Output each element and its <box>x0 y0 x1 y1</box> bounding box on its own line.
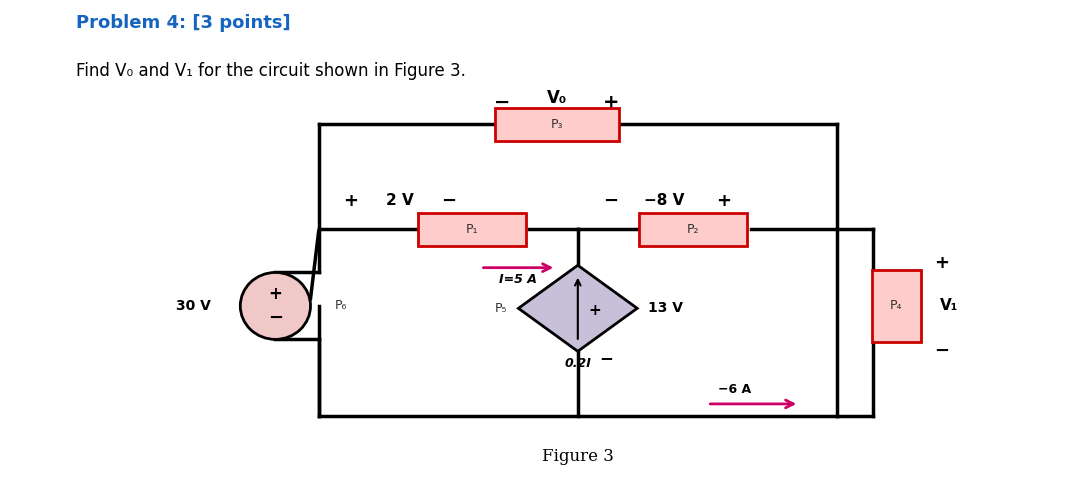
Text: −6 A: −6 A <box>718 383 751 396</box>
FancyBboxPatch shape <box>418 213 526 246</box>
Ellipse shape <box>240 272 311 339</box>
Text: 2 V: 2 V <box>386 193 414 208</box>
Text: V₀: V₀ <box>548 89 567 107</box>
Text: I=5 A: I=5 A <box>499 273 538 286</box>
Text: −: − <box>268 309 283 327</box>
Polygon shape <box>518 265 637 351</box>
Text: P₃: P₃ <box>551 118 564 131</box>
Text: −8 V: −8 V <box>644 193 685 208</box>
Text: +: + <box>343 192 359 210</box>
Text: −: − <box>603 192 618 210</box>
Text: +: + <box>589 303 602 318</box>
Text: 0.2I: 0.2I <box>565 357 591 370</box>
Text: 13 V: 13 V <box>648 301 683 315</box>
Text: Find V₀ and V₁ for the circuit shown in Figure 3.: Find V₀ and V₁ for the circuit shown in … <box>76 62 465 80</box>
Text: P₆: P₆ <box>335 299 347 313</box>
Text: +: + <box>716 192 731 210</box>
Text: −: − <box>599 349 613 368</box>
Text: P₂: P₂ <box>687 223 700 236</box>
Text: +: + <box>269 285 282 303</box>
Text: +: + <box>603 93 620 112</box>
Text: +: + <box>934 254 949 272</box>
FancyBboxPatch shape <box>495 108 620 141</box>
Text: V₁: V₁ <box>940 298 958 314</box>
FancyBboxPatch shape <box>873 270 921 342</box>
Text: Problem 4: [3 points]: Problem 4: [3 points] <box>76 14 291 33</box>
Text: −: − <box>934 342 949 360</box>
FancyBboxPatch shape <box>639 213 747 246</box>
Text: P₅: P₅ <box>495 302 508 315</box>
Text: −: − <box>494 93 511 112</box>
Text: 30 V: 30 V <box>176 299 211 313</box>
Text: P₄: P₄ <box>890 299 903 313</box>
Text: −: − <box>441 192 456 210</box>
Text: Figure 3: Figure 3 <box>542 448 613 465</box>
Text: P₁: P₁ <box>465 223 478 236</box>
